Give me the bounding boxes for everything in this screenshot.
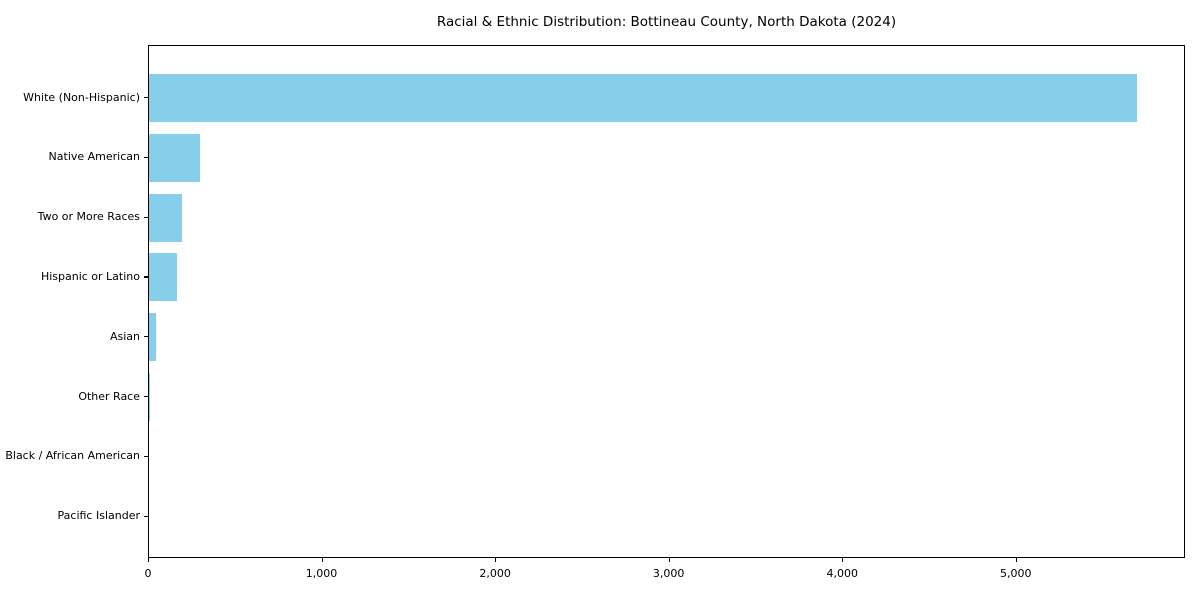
x-tick-label: 2,000 <box>479 567 511 580</box>
y-tick <box>144 515 148 517</box>
x-tick-label: 1,000 <box>305 567 338 580</box>
bar <box>149 373 151 421</box>
bar <box>149 74 1137 122</box>
y-tick-label: Black / African American <box>5 449 140 463</box>
y-tick <box>144 216 148 218</box>
x-tick <box>668 558 670 562</box>
y-tick <box>144 276 148 278</box>
bar <box>149 133 201 182</box>
x-tick <box>321 558 323 562</box>
plot-area <box>148 45 1185 558</box>
bar <box>149 193 182 242</box>
x-tick <box>148 558 150 562</box>
x-tick-label: 0 <box>144 567 152 580</box>
bar <box>149 313 156 362</box>
x-tick <box>842 558 844 562</box>
x-tick <box>495 558 497 562</box>
chart-title: Racial & Ethnic Distribution: Bottineau … <box>436 14 897 30</box>
y-tick <box>144 455 148 457</box>
y-tick <box>144 336 148 338</box>
x-tick-label: 3,000 <box>652 567 685 580</box>
y-tick-label: Asian <box>109 329 140 343</box>
y-tick-label: Hispanic or Latino <box>40 269 140 283</box>
bar <box>149 253 177 302</box>
x-tick-label: 5,000 <box>1000 567 1032 580</box>
y-tick-label: Native American <box>48 150 140 164</box>
y-tick <box>144 156 148 158</box>
y-tick-label: Other Race <box>78 389 140 403</box>
x-tick-label: 4,000 <box>826 567 858 580</box>
y-tick-label: Pacific Islander <box>57 509 140 523</box>
y-tick <box>144 396 148 398</box>
y-tick-label: White (Non-Hispanic) <box>23 90 140 104</box>
x-tick <box>1015 558 1017 562</box>
y-tick-label: Two or More Races <box>37 210 140 224</box>
y-tick <box>144 97 148 99</box>
